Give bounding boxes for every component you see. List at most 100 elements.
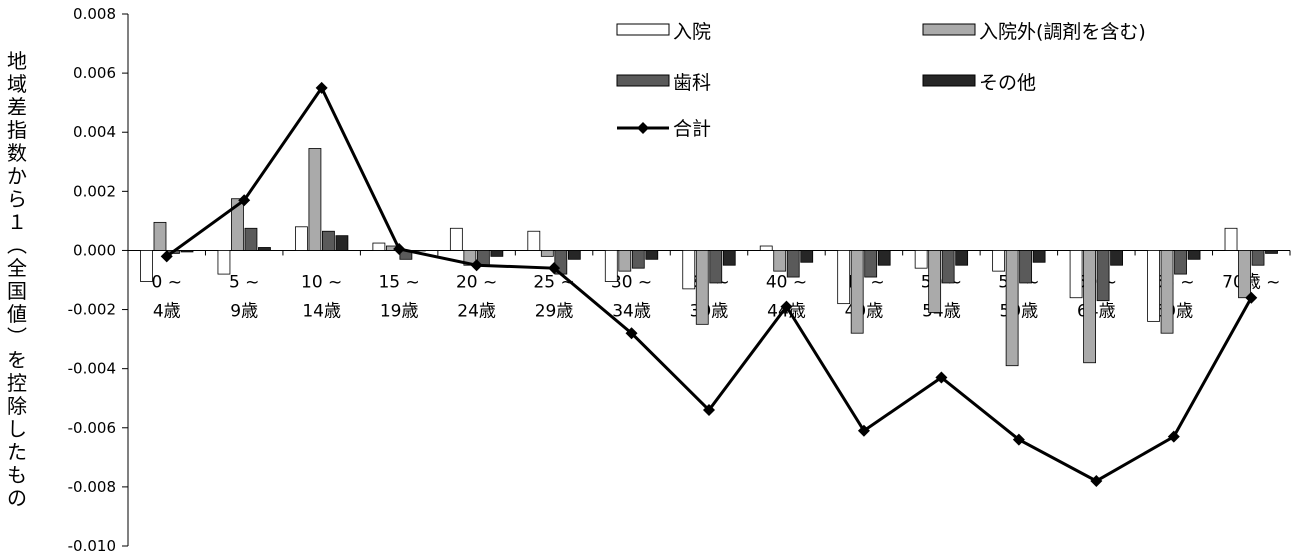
bar	[695, 250, 709, 325]
y-tick-label: -0.010	[68, 537, 116, 555]
bar	[992, 250, 1006, 272]
bar	[955, 250, 969, 266]
x-tick-label: 39歳	[690, 301, 729, 321]
bar	[786, 250, 800, 278]
bar	[140, 250, 153, 282]
legend-label: 合計	[673, 118, 711, 140]
x-tick-label: 19歳	[380, 301, 419, 321]
bar	[1265, 250, 1278, 254]
x-tick-label: 24歳	[457, 301, 496, 321]
bar	[1251, 250, 1265, 266]
x-tick-label: 64歳	[1077, 301, 1116, 321]
bar	[709, 250, 723, 284]
bar	[914, 250, 928, 269]
total-point	[470, 259, 483, 272]
bar	[153, 221, 167, 251]
y-axis: 0.008 0.006 0.004 0.002 0.000 -0.002 -0.004 -0.…	[68, 5, 129, 555]
y-tick-label: 0.006	[73, 64, 116, 82]
x-tick-label: 40 ~	[766, 272, 807, 292]
bar	[540, 250, 554, 257]
bar	[231, 198, 244, 251]
legend-marker	[637, 122, 649, 134]
bar	[759, 245, 773, 251]
y-tick-label: 0.002	[73, 182, 116, 200]
bar	[449, 227, 463, 251]
bar	[864, 250, 878, 278]
bar	[1147, 250, 1160, 322]
bar	[928, 250, 942, 313]
bar	[1005, 250, 1019, 367]
bar	[1110, 250, 1123, 266]
y-axis-label: 地域差指数から１︵全国値︶を控除したもの	[7, 49, 27, 510]
legend-swatch	[616, 23, 670, 36]
bar	[877, 250, 891, 266]
bar	[631, 250, 645, 269]
total-point	[703, 404, 715, 417]
bar	[322, 230, 335, 251]
bar	[567, 250, 581, 260]
bar	[604, 250, 618, 282]
y-tick-label: -0.004	[68, 360, 116, 378]
total-point	[238, 194, 251, 207]
total-point	[857, 424, 870, 437]
bar	[1019, 250, 1033, 284]
x-tick-label: 14歳	[302, 301, 341, 321]
y-tick-label: 0.004	[73, 123, 116, 141]
x-tick-label: 15 ~	[378, 272, 419, 292]
total-point	[625, 327, 638, 340]
bar	[682, 250, 696, 290]
x-tick-label: 69歳	[1154, 301, 1193, 321]
x-tick-label: 29歳	[535, 301, 574, 321]
x-tick-label: 30 ~	[611, 272, 652, 292]
y-axis-title: 地域差指数から１︵全国値︶を控除したもの	[7, 49, 27, 510]
bar	[850, 250, 864, 334]
bar	[527, 230, 541, 251]
legend-swatch	[616, 74, 670, 87]
bar	[1238, 250, 1251, 299]
y-tick-label: 0.008	[73, 5, 116, 23]
legend-label: 入院外(調剤を含む)	[979, 21, 1146, 43]
total-point	[160, 250, 173, 263]
bar	[1174, 250, 1187, 275]
legend-label: 歯科	[673, 72, 711, 94]
x-tick-label: 5 ~	[229, 272, 259, 292]
bar	[800, 250, 814, 263]
bar	[308, 148, 322, 251]
x-tick-label: 20 ~	[456, 272, 497, 292]
bar	[1224, 227, 1238, 251]
bar	[244, 227, 258, 251]
bar	[258, 247, 271, 251]
x-tick-label: 59歳	[1000, 301, 1039, 321]
legend-label: 入院	[673, 21, 711, 43]
bar	[490, 250, 504, 257]
bar	[1096, 250, 1110, 302]
bar	[1187, 250, 1201, 260]
total-point	[1090, 474, 1103, 487]
total-point	[1245, 291, 1258, 304]
bar	[1160, 250, 1174, 334]
x-tick-label: 34歳	[612, 301, 651, 321]
bar	[1069, 250, 1083, 299]
total-point	[780, 300, 793, 313]
bar	[618, 250, 632, 272]
x-tick-label: 4歳	[153, 301, 181, 321]
y-tick-label: -0.002	[68, 301, 116, 319]
bar	[837, 250, 851, 305]
legend-swatch	[922, 23, 976, 36]
bar	[372, 242, 386, 251]
bar	[217, 250, 231, 275]
x-tick-label: 50 ~	[921, 272, 962, 292]
total-point	[1012, 433, 1025, 446]
bar	[645, 250, 659, 260]
y-tick-label: -0.006	[68, 419, 116, 437]
bar-series-group	[140, 148, 1278, 367]
bar	[335, 235, 349, 251]
total-point	[548, 262, 561, 275]
bar	[773, 250, 787, 272]
y-tick-label: -0.008	[68, 478, 116, 496]
legend-swatch	[922, 74, 976, 87]
bar	[1032, 250, 1046, 263]
total-point	[393, 242, 406, 255]
